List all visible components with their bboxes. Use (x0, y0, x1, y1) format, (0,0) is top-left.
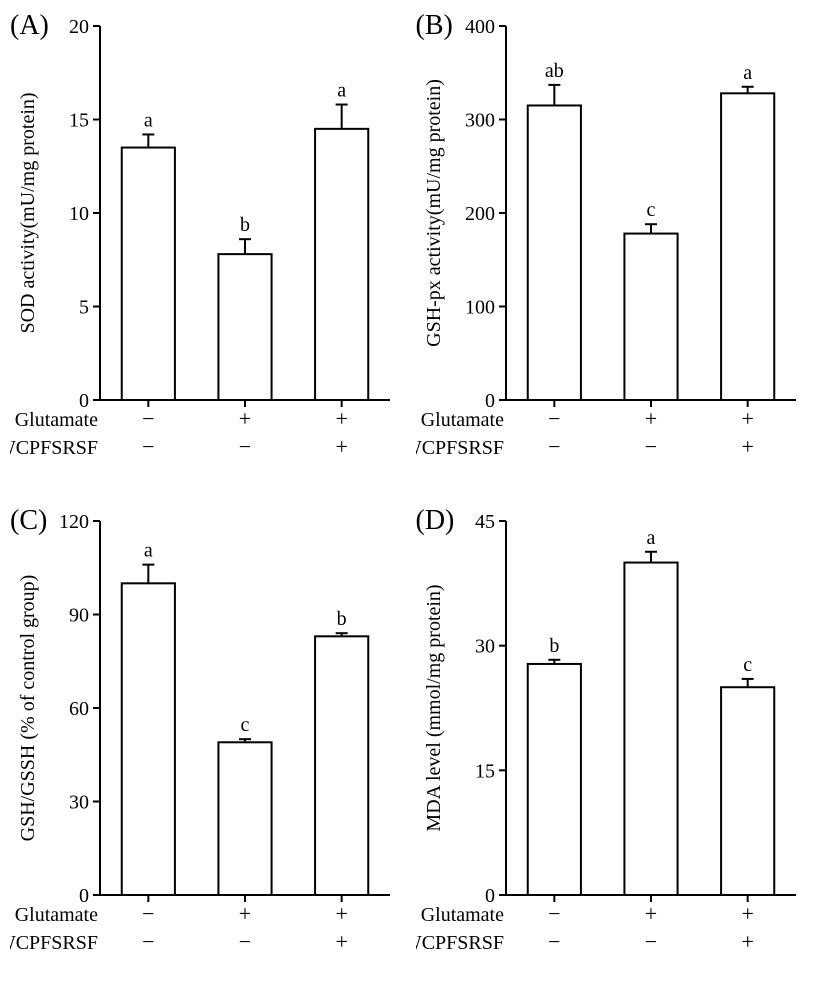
chart-c: 0306090120GSH/GSSH (% of control group)a… (10, 505, 410, 985)
svg-text:Glutamate: Glutamate (15, 904, 98, 926)
svg-text:b: b (549, 635, 559, 657)
svg-text:400: 400 (465, 16, 495, 38)
svg-text:c: c (646, 199, 655, 221)
svg-text:GSH/GSSH (% of control group): GSH/GSSH (% of control group) (17, 575, 39, 842)
svg-text:a: a (144, 109, 153, 131)
panel-b: (B) 0100200300400GSH-px activity(mU/mg p… (416, 10, 818, 495)
svg-text:a: a (337, 80, 346, 102)
svg-text:+: + (644, 406, 656, 431)
svg-text:−: − (548, 929, 560, 954)
panel-label: (A) (10, 10, 49, 42)
chart-b: 0100200300400GSH-px activity(mU/mg prote… (416, 10, 816, 490)
svg-text:200: 200 (465, 203, 495, 225)
panel-c: (C) 0306090120GSH/GSSH (% of control gro… (10, 505, 412, 990)
svg-text:−: − (239, 434, 251, 459)
svg-text:120: 120 (59, 511, 89, 533)
svg-text:+: + (335, 901, 347, 926)
panel-a: (A) 05101520SOD activity(mU/mg protein)a… (10, 10, 412, 495)
svg-text:90: 90 (69, 605, 89, 627)
svg-text:+: + (644, 901, 656, 926)
svg-text:+: + (335, 929, 347, 954)
svg-text:ab: ab (544, 60, 563, 82)
svg-text:Glutamate: Glutamate (15, 409, 98, 431)
svg-text:30: 30 (475, 636, 495, 658)
svg-text:−: − (142, 901, 154, 926)
svg-text:+: + (741, 901, 753, 926)
svg-text:a: a (743, 62, 752, 84)
svg-text:+: + (741, 406, 753, 431)
svg-text:WCPFSRSF: WCPFSRSF (10, 437, 98, 459)
svg-text:WCPFSRSF: WCPFSRSF (416, 437, 504, 459)
svg-text:−: − (644, 434, 656, 459)
svg-text:60: 60 (69, 698, 89, 720)
svg-text:100: 100 (465, 297, 495, 319)
panel-label: (B) (416, 10, 453, 42)
svg-text:c: c (743, 654, 752, 676)
panel-d: (D) 0153045MDA level (mmol/mg protein)ba… (416, 505, 818, 990)
svg-text:5: 5 (79, 297, 89, 319)
svg-text:+: + (335, 406, 347, 431)
svg-text:a: a (646, 527, 655, 549)
svg-text:+: + (239, 406, 251, 431)
svg-text:−: − (142, 434, 154, 459)
svg-text:Glutamate: Glutamate (420, 904, 503, 926)
svg-text:300: 300 (465, 110, 495, 132)
svg-text:+: + (741, 929, 753, 954)
svg-text:a: a (144, 540, 153, 562)
svg-text:−: − (548, 434, 560, 459)
svg-text:−: − (239, 929, 251, 954)
svg-text:30: 30 (69, 792, 89, 814)
figure-grid: (A) 05101520SOD activity(mU/mg protein)a… (10, 10, 817, 990)
svg-text:+: + (335, 434, 347, 459)
svg-text:c: c (241, 714, 250, 736)
svg-text:−: − (548, 901, 560, 926)
svg-text:b: b (337, 608, 347, 630)
svg-text:−: − (142, 406, 154, 431)
svg-text:15: 15 (69, 110, 89, 132)
chart-a: 05101520SOD activity(mU/mg protein)abaGl… (10, 10, 410, 490)
svg-text:10: 10 (69, 203, 89, 225)
svg-text:GSH-px activity(mU/mg protein): GSH-px activity(mU/mg protein) (423, 79, 445, 347)
svg-text:MDA level (mmol/mg protein): MDA level (mmol/mg protein) (423, 584, 445, 831)
svg-text:15: 15 (475, 760, 495, 782)
svg-text:b: b (240, 214, 250, 236)
svg-text:−: − (644, 929, 656, 954)
svg-text:45: 45 (475, 511, 495, 533)
svg-text:+: + (741, 434, 753, 459)
svg-text:SOD activity(mU/mg protein): SOD activity(mU/mg protein) (17, 92, 39, 333)
svg-text:−: − (142, 929, 154, 954)
svg-text:+: + (239, 901, 251, 926)
chart-d: 0153045MDA level (mmol/mg protein)bacGlu… (416, 505, 816, 985)
svg-text:−: − (548, 406, 560, 431)
panel-label: (C) (10, 505, 47, 537)
svg-text:20: 20 (69, 16, 89, 38)
svg-text:WCPFSRSF: WCPFSRSF (416, 932, 504, 954)
panel-label: (D) (416, 505, 455, 537)
svg-text:WCPFSRSF: WCPFSRSF (10, 932, 98, 954)
svg-text:Glutamate: Glutamate (420, 409, 503, 431)
